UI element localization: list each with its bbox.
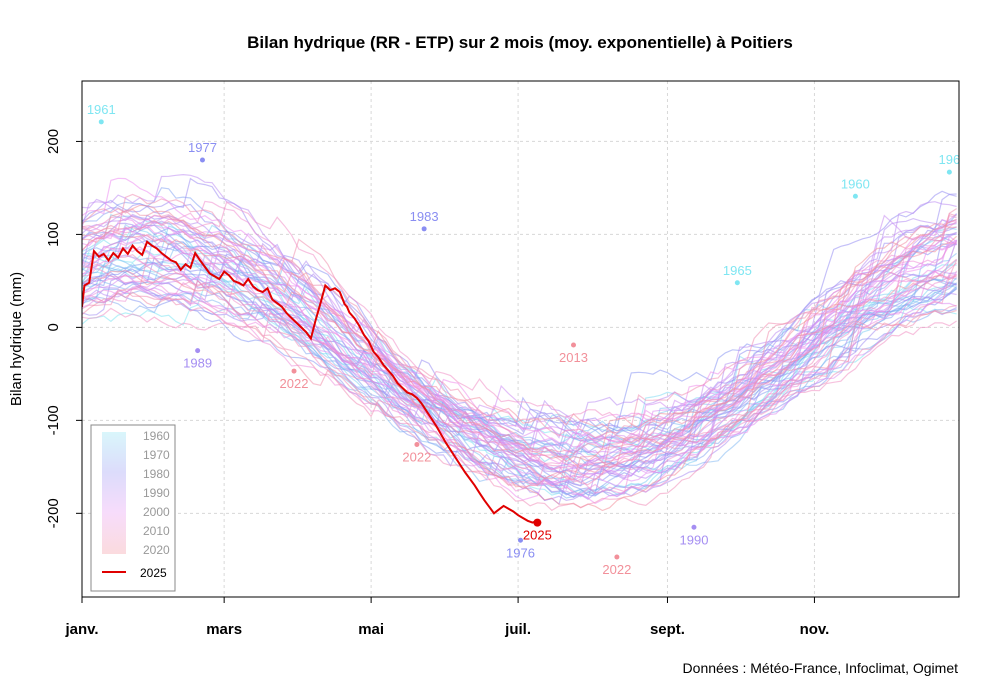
annotation-point xyxy=(291,368,297,374)
grid xyxy=(81,81,959,597)
annotations: 1961 1977 1989 2022 1983 2022 2013 1976 2022 1990… xyxy=(87,102,960,577)
annotation-point xyxy=(199,157,205,163)
annotation-point xyxy=(533,518,542,527)
x-tick-label: nov. xyxy=(800,621,830,638)
legend-2025-label: 2025 xyxy=(140,566,167,580)
y-tick-label: 0 xyxy=(45,323,62,331)
x-tick-label: mars xyxy=(206,621,242,638)
annotation-label: 2013 xyxy=(559,350,588,365)
annotation-label: 1977 xyxy=(188,140,217,155)
annotation-point xyxy=(195,348,201,354)
legend-gradient-label: 1970 xyxy=(143,448,170,462)
y-tick-label: -100 xyxy=(45,405,62,435)
annotation-label: 1983 xyxy=(410,209,439,224)
historical-series-line xyxy=(82,215,957,469)
annotation-label: 2022 xyxy=(280,376,309,391)
historical-series-line xyxy=(82,283,957,453)
legend-gradient-label: 1980 xyxy=(143,467,170,481)
annotation-point xyxy=(734,280,740,286)
y-axis-label: Bilan hydrique (mm) xyxy=(8,272,25,406)
annotation-label: 2022 xyxy=(602,562,631,577)
historical-series-line xyxy=(82,289,957,481)
annotation-label: 1960 xyxy=(841,176,870,191)
annotation-label: 196 xyxy=(939,152,961,167)
historical-series-line xyxy=(82,307,957,467)
annotation-point xyxy=(571,342,577,348)
legend-gradient-label: 2020 xyxy=(143,543,170,557)
historical-series-line xyxy=(82,215,957,454)
annotation-label: 1961 xyxy=(87,102,116,117)
annotation-label: 1989 xyxy=(183,356,212,371)
x-tick-label: juil. xyxy=(504,621,531,638)
annotation-label: 1965 xyxy=(723,263,752,278)
y-axis: -200 -100 0 100 200 xyxy=(45,129,82,528)
legend-gradient-label: 1960 xyxy=(143,429,170,443)
annotation-label: 2025 xyxy=(523,528,552,543)
annotation-point xyxy=(518,537,523,543)
y-tick-label: -200 xyxy=(45,498,62,528)
historical-series-line xyxy=(82,235,957,487)
x-tick-label: mai xyxy=(358,621,384,638)
source-note: Données : Météo-France, Infoclimat, Ogim… xyxy=(683,660,959,676)
x-axis: janv. mars mai juil. sept. nov. xyxy=(64,597,829,638)
legend-gradient-label: 2000 xyxy=(143,505,170,519)
historical-series-line xyxy=(82,233,957,487)
annotation-point xyxy=(614,554,620,560)
legend: 1960 1970 1980 1990 2000 2010 2020 2025 xyxy=(90,424,176,592)
historical-series xyxy=(82,173,958,512)
y-tick-label: 200 xyxy=(45,129,62,154)
annotation-point xyxy=(421,226,427,232)
historical-series-line xyxy=(82,254,957,486)
x-tick-label: janv. xyxy=(64,621,98,638)
series-2025-line xyxy=(82,240,538,524)
annotation-point xyxy=(946,169,952,175)
legend-gradient xyxy=(102,432,126,554)
legend-gradient-label: 2010 xyxy=(143,524,170,538)
y-tick-label: 100 xyxy=(45,222,62,247)
annotation-label: 1990 xyxy=(680,532,709,547)
historical-series-line xyxy=(82,256,957,437)
historical-series-line xyxy=(82,270,957,445)
annotation-point xyxy=(691,524,697,530)
highlight-series-group xyxy=(82,240,538,524)
historical-series-line xyxy=(82,193,957,442)
historical-series-line xyxy=(82,177,957,470)
historical-series-line xyxy=(82,275,957,474)
historical-series-line xyxy=(82,283,957,487)
legend-gradient-label: 1990 xyxy=(143,486,170,500)
plot-frame xyxy=(81,80,960,598)
annotation-point xyxy=(414,442,420,448)
historical-series-line xyxy=(82,208,957,455)
chart-title: Bilan hydrique (RR - ETP) sur 2 mois (mo… xyxy=(247,33,793,52)
annotation-label: 1976 xyxy=(506,545,535,560)
annotation-label: 2022 xyxy=(402,450,431,465)
annotation-point xyxy=(852,193,858,199)
historical-series-line xyxy=(82,207,957,473)
historical-series-line xyxy=(82,229,957,463)
historical-series-line xyxy=(82,204,957,512)
x-tick-label: sept. xyxy=(650,621,685,638)
annotation-point xyxy=(98,119,104,125)
